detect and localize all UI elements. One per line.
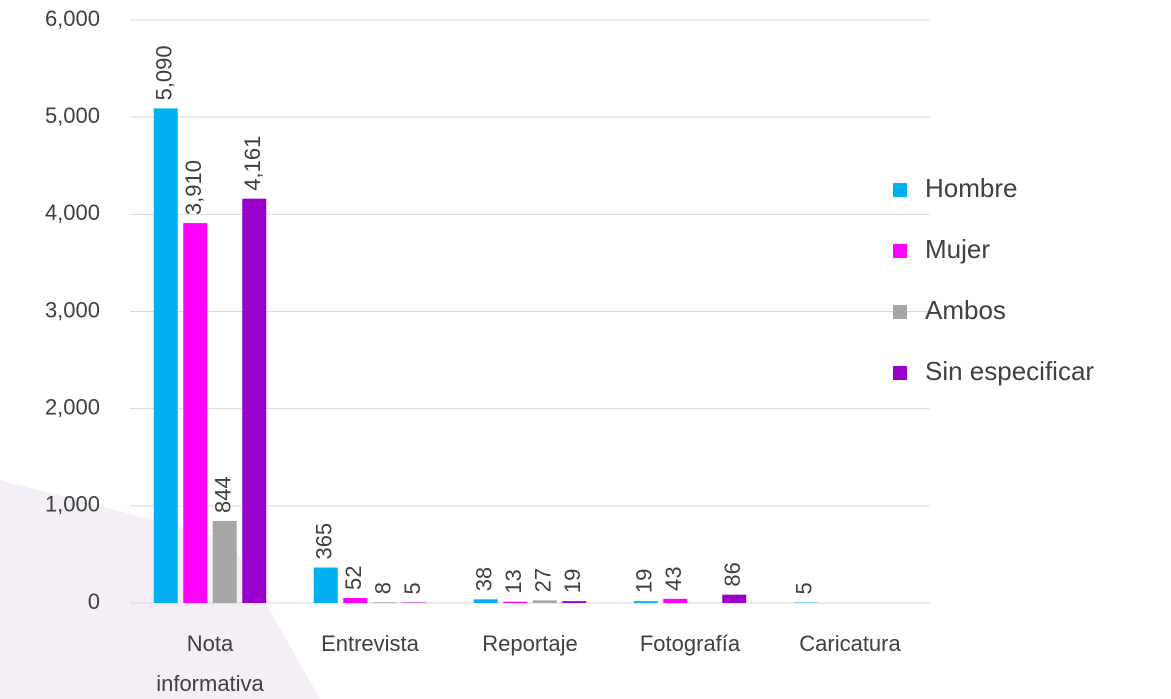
data-label: 8 <box>371 582 396 594</box>
legend-swatch <box>893 366 907 380</box>
data-label: 19 <box>560 569 585 593</box>
legend-label: Hombre <box>925 173 1017 203</box>
data-label: 844 <box>211 476 236 513</box>
bar <box>722 594 747 603</box>
legend-label: Mujer <box>925 234 990 264</box>
bar <box>633 601 658 603</box>
x-tick-label: Fotografía <box>640 631 741 656</box>
legend-swatch <box>893 305 907 319</box>
y-tick-label: 6,000 <box>45 6 100 31</box>
y-tick-label: 5,000 <box>45 103 100 128</box>
bar <box>473 599 498 603</box>
legend-label: Ambos <box>925 295 1006 325</box>
data-label: 5 <box>792 582 817 594</box>
legend-swatch <box>893 244 907 258</box>
data-label: 52 <box>341 565 366 589</box>
bar <box>532 600 557 603</box>
data-label: 27 <box>531 568 556 592</box>
bar <box>372 602 397 603</box>
y-tick-label: 4,000 <box>45 200 100 225</box>
bar <box>503 601 528 603</box>
x-tick-label: Reportaje <box>482 631 577 656</box>
y-tick-label: 1,000 <box>45 492 100 517</box>
data-label: 19 <box>632 569 657 593</box>
x-tick-label: Nota informativa <box>156 631 264 696</box>
bar <box>212 520 237 603</box>
data-label: 3,910 <box>181 160 206 215</box>
bar <box>183 223 208 603</box>
legend-label: Sin especificar <box>925 356 1094 386</box>
bar <box>242 198 267 603</box>
y-tick-label: 2,000 <box>45 394 100 419</box>
data-label: 38 <box>472 567 497 591</box>
bar <box>562 601 587 603</box>
bar <box>153 108 178 604</box>
data-label: 4,161 <box>240 136 265 191</box>
data-label: 5 <box>400 582 425 594</box>
bar <box>313 567 338 603</box>
data-label: 13 <box>501 569 526 593</box>
bar <box>663 598 688 603</box>
y-tick-label: 3,000 <box>45 297 100 322</box>
data-label: 43 <box>661 566 686 590</box>
y-tick-label: 0 <box>88 589 100 614</box>
bar <box>343 597 368 603</box>
data-label: 365 <box>312 523 337 560</box>
x-tick-label: Caricatura <box>799 631 901 656</box>
data-label: 5,090 <box>152 45 177 100</box>
data-label: 86 <box>720 562 745 586</box>
legend-swatch <box>893 183 907 197</box>
x-tick-label: Entrevista <box>321 631 420 656</box>
